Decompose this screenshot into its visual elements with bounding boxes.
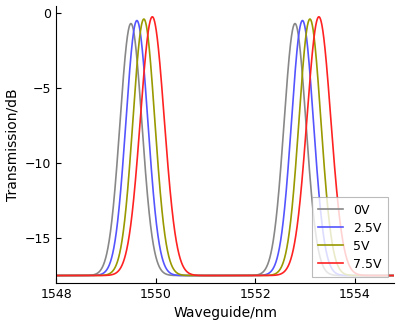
7.5V [140, 83, 145, 87]
2.5V [140, 55, 145, 59]
2.5V [144, 106, 149, 110]
2.5V [194, 274, 199, 277]
7.5V [150, 15, 155, 19]
Y-axis label: Transmission/dB: Transmission/dB [6, 88, 20, 200]
2.5V [54, 274, 59, 277]
2.5V [221, 274, 226, 277]
Legend: 0V, 2.5V, 5V, 7.5V: 0V, 2.5V, 5V, 7.5V [312, 197, 388, 277]
7.5V [54, 274, 59, 277]
5V [54, 274, 59, 277]
5V [144, 27, 149, 31]
7.5V [144, 40, 149, 44]
0V [140, 137, 145, 141]
7.5V [194, 273, 199, 277]
X-axis label: Waveguide/nm: Waveguide/nm [173, 306, 277, 320]
0V [128, 22, 133, 25]
0V [386, 274, 391, 277]
0V [142, 163, 147, 167]
7.5V [142, 60, 147, 64]
0V [221, 274, 226, 277]
5V [142, 17, 146, 21]
0V [144, 187, 149, 191]
0V [194, 274, 199, 277]
0V [54, 274, 59, 277]
7.5V [221, 274, 226, 277]
Line: 5V: 5V [56, 19, 400, 275]
2.5V [142, 80, 147, 83]
2.5V [394, 274, 399, 277]
5V [194, 274, 199, 277]
Line: 2.5V: 2.5V [56, 21, 400, 275]
5V [142, 19, 147, 22]
2.5V [134, 19, 139, 22]
5V [221, 274, 226, 277]
5V [140, 18, 145, 22]
Line: 7.5V: 7.5V [56, 17, 400, 275]
Line: 0V: 0V [56, 23, 400, 275]
